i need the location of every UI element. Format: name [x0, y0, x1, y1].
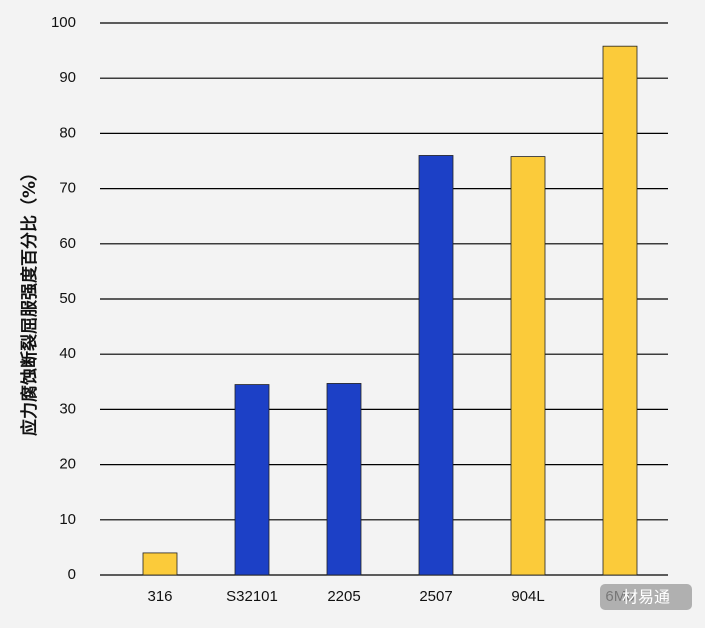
x-tick-label: 904L — [511, 588, 544, 605]
x-tick-label: S32101 — [226, 588, 278, 605]
bar — [142, 552, 178, 576]
y-tick-label: 30 — [59, 400, 76, 417]
y-tick-label: 10 — [59, 511, 76, 528]
bar — [326, 383, 362, 576]
x-tick-label: 2205 — [327, 588, 360, 605]
y-tick-label: 70 — [59, 180, 76, 197]
x-tick-label: 2507 — [419, 588, 452, 605]
y-axis-title: 应力腐蚀断裂屈服强度百分比（%） — [19, 164, 40, 436]
bar — [602, 45, 638, 576]
y-tick-label: 90 — [59, 69, 76, 86]
y-tick-label: 20 — [59, 456, 76, 473]
bar — [234, 384, 270, 576]
y-tick-label: 50 — [59, 290, 76, 307]
bar — [418, 155, 454, 576]
y-tick-label: 40 — [59, 345, 76, 362]
watermark-badge — [600, 584, 692, 610]
y-tick-label: 80 — [59, 124, 76, 141]
y-tick-label: 60 — [59, 235, 76, 252]
x-tick-label: 316 — [147, 588, 172, 605]
watermark: 材易通 — [622, 588, 670, 607]
y-tick-label: 100 — [51, 14, 76, 31]
y-tick-label: 0 — [68, 566, 76, 583]
bar — [510, 156, 546, 576]
